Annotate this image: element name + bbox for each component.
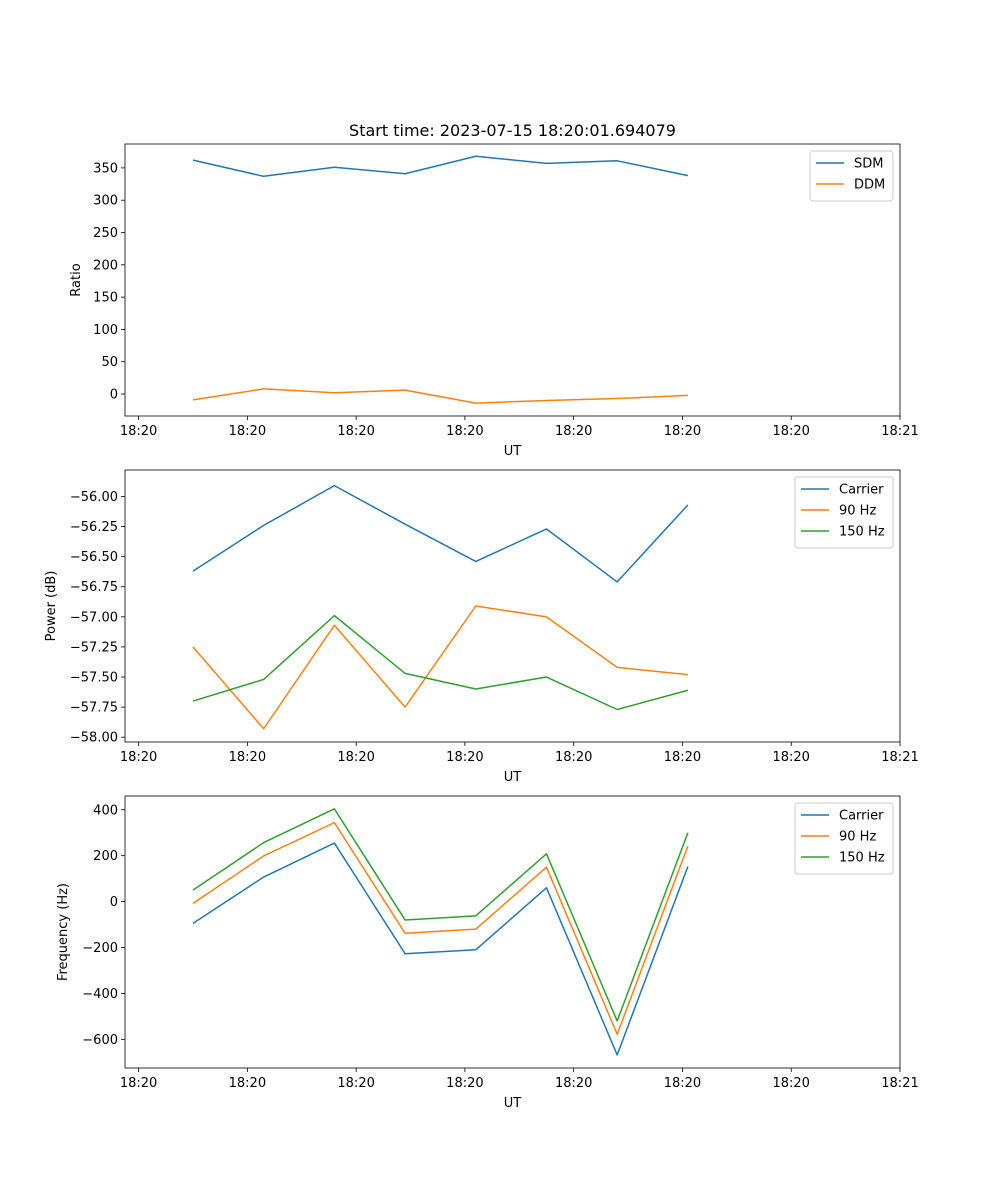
frequency-x-axis-label: UT bbox=[504, 1096, 522, 1111]
ratio-x-tick-label: 18:20 bbox=[555, 424, 592, 439]
power-y-tick-label: −56.25 bbox=[70, 520, 118, 535]
frequency-x-tick-label: 18:20 bbox=[229, 1076, 266, 1091]
power-y-tick-label: −56.50 bbox=[70, 550, 118, 565]
frequency-y-axis-label: Frequency (Hz) bbox=[56, 883, 71, 981]
frequency-series-line-carrier bbox=[192, 842, 689, 1056]
power-legend-label: 90 Hz bbox=[839, 504, 876, 519]
power-y-tick-label: −57.50 bbox=[70, 671, 118, 686]
ratio-y-tick-label: 350 bbox=[93, 161, 118, 176]
ratio-y-tick-label: 150 bbox=[93, 291, 118, 306]
frequency-series-line-90-hz bbox=[192, 821, 689, 1036]
ratio-x-tick-label: 18:20 bbox=[337, 424, 374, 439]
power-series-line-carrier bbox=[192, 484, 689, 583]
ratio-x-tick-label: 18:20 bbox=[229, 424, 266, 439]
ratio-y-tick-label: 100 bbox=[93, 323, 118, 338]
power-x-tick-label: 18:20 bbox=[772, 750, 809, 765]
frequency-y-tick-label: −200 bbox=[82, 941, 118, 956]
power-y-tick-label: −57.25 bbox=[70, 640, 118, 655]
frequency-x-tick-label: 18:20 bbox=[664, 1076, 701, 1091]
frequency-legend-label: 90 Hz bbox=[839, 830, 876, 845]
ratio-legend-label: SDM bbox=[854, 157, 883, 172]
ratio-y-axis-label: Ratio bbox=[69, 263, 84, 296]
frequency-y-tick-label: −400 bbox=[82, 987, 118, 1002]
frequency-x-tick-label: 18:20 bbox=[772, 1076, 809, 1091]
frequency-legend-label: Carrier bbox=[839, 809, 884, 824]
ratio-x-axis-label: UT bbox=[504, 444, 522, 459]
ratio-axes-frame bbox=[124, 143, 901, 417]
power-y-tick-label: −58.00 bbox=[70, 731, 118, 746]
ratio-series-line-ddm bbox=[192, 388, 688, 404]
ratio-legend-label: DDM bbox=[854, 178, 885, 193]
ratio-y-tick-label: 250 bbox=[93, 226, 118, 241]
frequency-y-tick-label: 200 bbox=[93, 849, 118, 864]
frequency-x-tick-label: 18:20 bbox=[337, 1076, 374, 1091]
power-legend-label: Carrier bbox=[839, 483, 884, 498]
ratio-y-tick-label: 0 bbox=[110, 388, 118, 403]
frequency-x-tick-label: 18:20 bbox=[555, 1076, 592, 1091]
ratio-x-tick-label: 18:20 bbox=[664, 424, 701, 439]
power-x-axis-label: UT bbox=[504, 770, 522, 785]
power-x-tick-label: 18:21 bbox=[881, 750, 918, 765]
power-y-tick-label: −56.75 bbox=[70, 580, 118, 595]
frequency-x-tick-label: 18:20 bbox=[446, 1076, 483, 1091]
power-y-axis-label: Power (dB) bbox=[44, 571, 59, 642]
ratio-x-tick-label: 18:21 bbox=[881, 424, 918, 439]
frequency-series-line-150-hz bbox=[192, 808, 689, 1022]
power-x-tick-label: 18:20 bbox=[229, 750, 266, 765]
frequency-y-tick-label: −600 bbox=[82, 1033, 118, 1048]
ratio-x-tick-label: 18:20 bbox=[120, 424, 157, 439]
frequency-y-tick-label: 400 bbox=[93, 803, 118, 818]
power-series-line-150-hz bbox=[192, 614, 689, 711]
power-x-tick-label: 18:20 bbox=[446, 750, 483, 765]
ratio-x-tick-label: 18:20 bbox=[772, 424, 809, 439]
figure-title: Start time: 2023-07-15 18:20:01.694079 bbox=[349, 121, 676, 140]
power-y-tick-label: −57.00 bbox=[70, 610, 118, 625]
frequency-x-tick-label: 18:21 bbox=[881, 1076, 918, 1091]
frequency-panel: 18:20 18:20 18:20 18:20 18:20 18:20 18:20 18:21… bbox=[56, 795, 919, 1111]
frequency-x-tick-label: 18:20 bbox=[120, 1076, 157, 1091]
power-x-tick-label: 18:20 bbox=[664, 750, 701, 765]
power-axes-frame bbox=[124, 469, 901, 743]
ratio-y-tick-label: 200 bbox=[93, 258, 118, 273]
ratio-y-tick-label: 300 bbox=[93, 194, 118, 209]
power-legend-label: 150 Hz bbox=[839, 525, 885, 540]
ratio-x-tick-label: 18:20 bbox=[446, 424, 483, 439]
power-y-tick-label: −56.00 bbox=[70, 490, 118, 505]
ratio-panel: 18:20 18:20 18:20 18:20 18:20 18:20 18:20 18:21… bbox=[69, 143, 919, 459]
frequency-legend-label: 150 Hz bbox=[839, 851, 885, 866]
power-y-tick-label: −57.75 bbox=[70, 701, 118, 716]
frequency-axes-frame bbox=[124, 795, 901, 1069]
power-x-tick-label: 18:20 bbox=[337, 750, 374, 765]
ratio-y-tick-label: 50 bbox=[101, 355, 118, 370]
power-panel: 18:20 18:20 18:20 18:20 18:20 18:20 18:20 18:21… bbox=[44, 469, 919, 785]
frequency-y-tick-label: 0 bbox=[110, 895, 118, 910]
power-x-tick-label: 18:20 bbox=[555, 750, 592, 765]
ratio-series-line-sdm bbox=[192, 155, 689, 178]
power-x-tick-label: 18:20 bbox=[120, 750, 157, 765]
power-series-line-90-hz bbox=[192, 605, 688, 730]
